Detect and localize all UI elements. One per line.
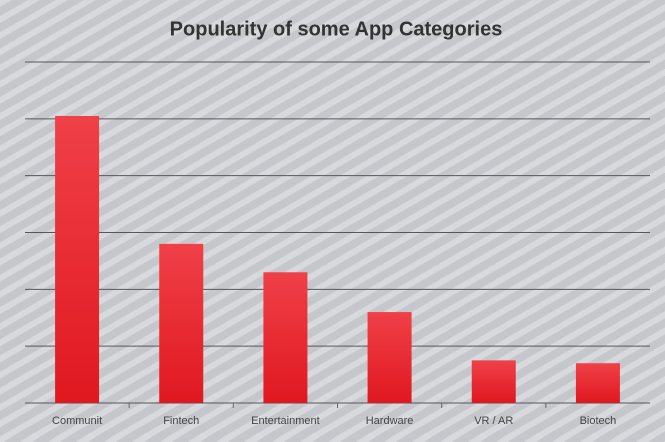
bar (159, 243, 204, 403)
x-tick-label: Fintech (163, 415, 199, 427)
x-tick-label: VR / AR (474, 415, 513, 427)
x-tick-label: Entertainment (251, 415, 319, 427)
bar (55, 115, 100, 403)
bar (471, 360, 516, 403)
x-tick-label: Hardware (366, 415, 414, 427)
bar (367, 312, 412, 403)
x-tick-label: Communit (52, 415, 102, 427)
chart-title: Popularity of some App Categories (170, 18, 503, 40)
x-tick-label: Biotech (580, 415, 617, 427)
bar (575, 363, 620, 403)
bar (263, 272, 308, 403)
